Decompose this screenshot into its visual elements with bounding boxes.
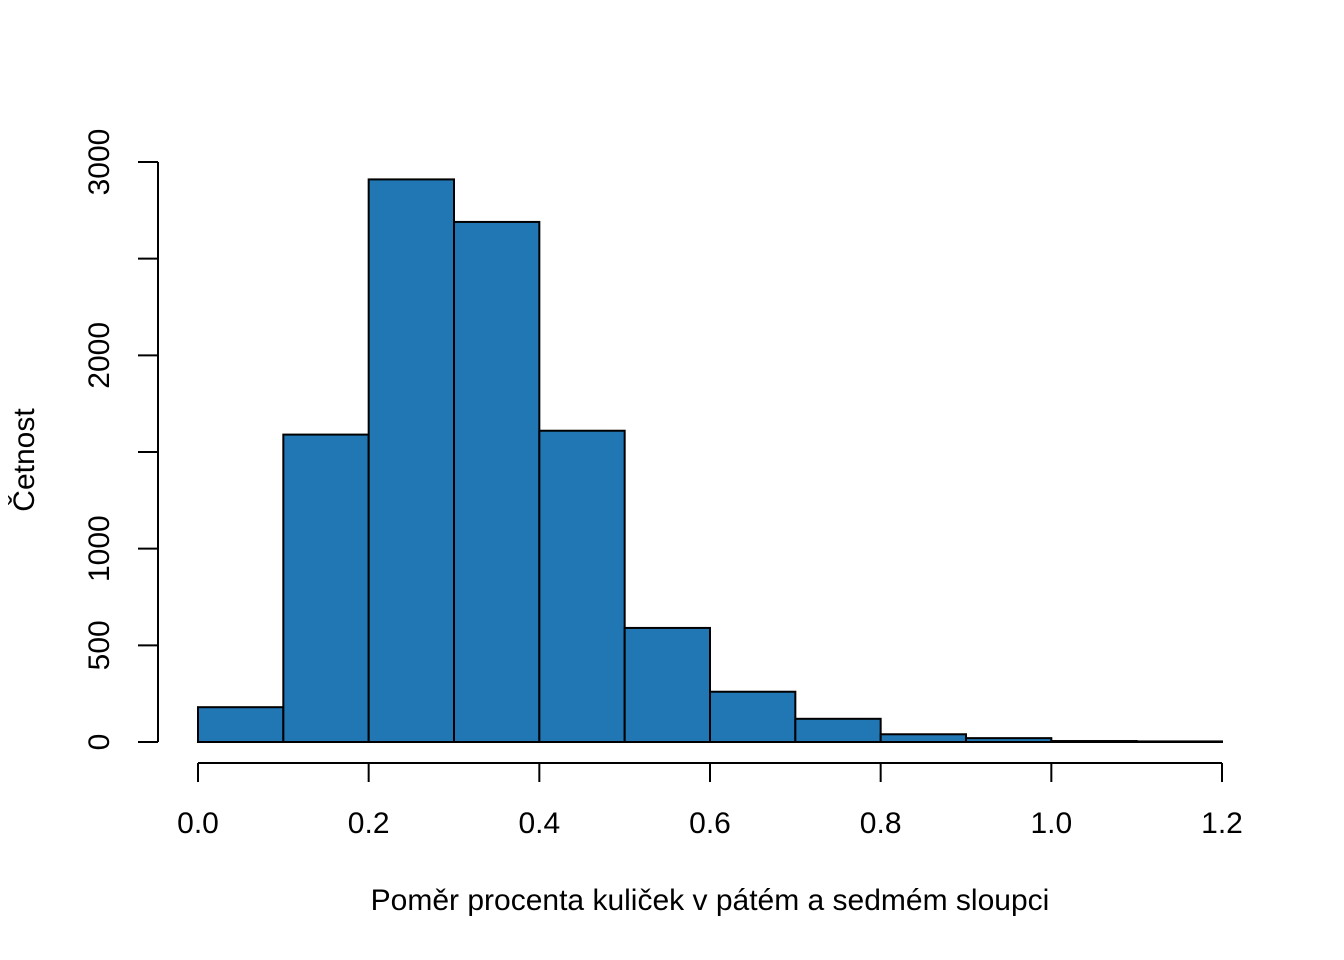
histogram-bar: [623, 626, 712, 744]
y-axis: 0 500 1000 2000 3000: [83, 129, 159, 751]
y-tick-label: 500: [83, 620, 116, 670]
histogram-bar: [794, 717, 882, 743]
x-tick-label: 0.4: [518, 807, 560, 840]
y-tick-label: 2000: [83, 322, 116, 389]
x-axis: 0.0 0.2 0.4 0.6 0.8 1.0 1.2: [177, 762, 1243, 840]
x-tick-label: 0.0: [177, 807, 219, 840]
x-axis-title: Poměr procenta kuliček v pátém a sedmém …: [371, 884, 1050, 917]
histogram-bar: [367, 178, 455, 743]
histogram-bar: [282, 433, 370, 743]
y-tick-label: 3000: [83, 129, 116, 196]
y-tick-label: 1000: [83, 515, 116, 582]
histogram-bar: [453, 220, 541, 743]
histogram-bar: [1050, 740, 1138, 743]
y-axis-title: Četnost: [7, 408, 41, 512]
x-tick-label: 1.2: [1201, 807, 1243, 840]
x-tick-label: 0.8: [860, 807, 902, 840]
y-tick-label: 0: [83, 734, 116, 751]
histogram-bar: [879, 733, 968, 743]
histogram-bar: [709, 690, 797, 744]
x-tick-label: 1.0: [1030, 807, 1072, 840]
histogram-bar: [197, 706, 285, 744]
histogram-bar: [965, 737, 1053, 744]
x-tick-label: 0.2: [348, 807, 390, 840]
bars-group: [197, 178, 1223, 744]
histogram-bar: [538, 429, 626, 743]
histogram-bar: [1135, 740, 1223, 743]
x-tick-label: 0.6: [689, 807, 731, 840]
